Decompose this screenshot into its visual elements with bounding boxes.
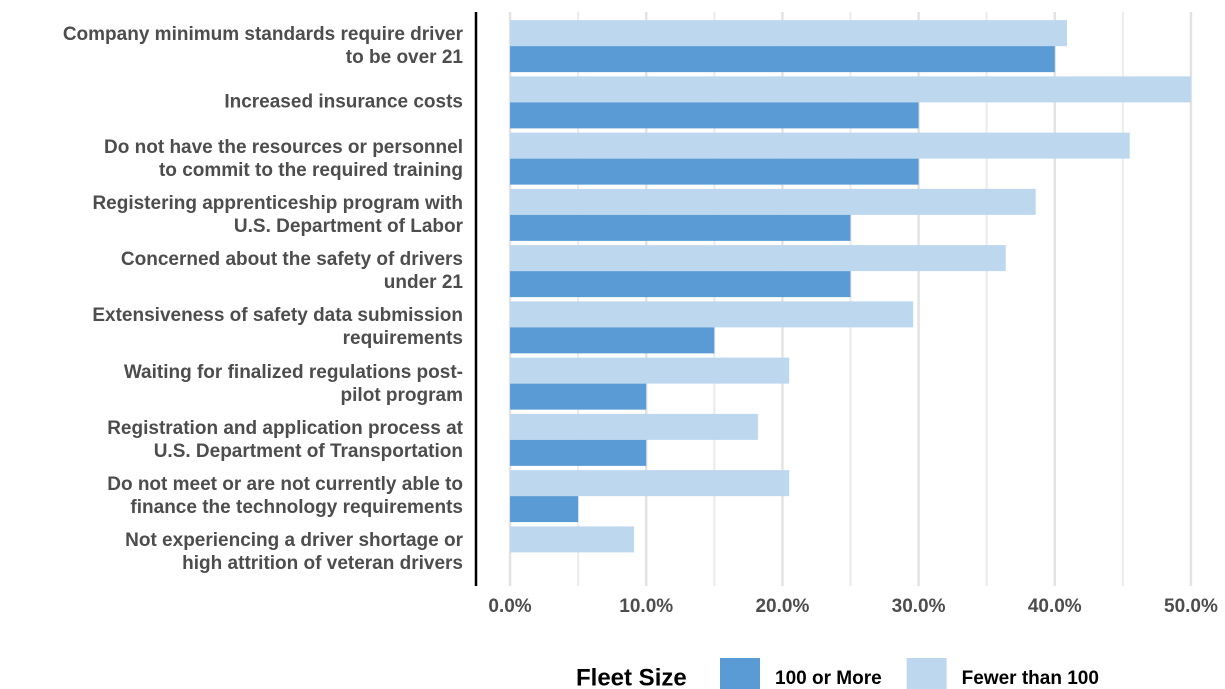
bar xyxy=(510,102,919,129)
x-tick-label: 50.0% xyxy=(1164,596,1218,617)
y-tick-label: Concerned about the safety of drivers un… xyxy=(120,249,463,294)
bar xyxy=(510,301,914,328)
legend-title: Fleet Size xyxy=(576,664,687,689)
y-tick-label: Waiting for finalized regulations post- … xyxy=(123,361,463,406)
y-tick-label: Not experiencing a driver shortage or hi… xyxy=(125,530,463,575)
x-tick-label: 30.0% xyxy=(892,596,946,617)
bar xyxy=(510,76,1191,103)
y-tick-label: Registering apprenticeship program with … xyxy=(92,192,463,237)
bar xyxy=(510,439,647,466)
legend-label: 100 or More xyxy=(775,668,882,689)
y-tick-label: Do not meet or are not currently able to… xyxy=(107,474,463,519)
bar xyxy=(510,357,790,384)
bar xyxy=(510,132,1130,159)
bar xyxy=(510,327,715,354)
bar xyxy=(510,383,647,410)
x-tick-label: 40.0% xyxy=(1028,596,1082,617)
bar xyxy=(510,20,1068,47)
y-tick-label: Increased insurance costs xyxy=(224,91,463,113)
y-tick-label: Extensiveness of safety data submission … xyxy=(92,305,463,350)
bar xyxy=(510,46,1055,73)
legend-label: Fewer than 100 xyxy=(962,668,1099,689)
bar xyxy=(510,470,790,497)
bar xyxy=(510,526,634,553)
bar xyxy=(510,271,851,298)
bar xyxy=(510,245,1006,272)
x-tick-label: 10.0% xyxy=(619,596,673,617)
y-tick-label: Do not have the resources or personnel t… xyxy=(104,136,463,181)
bar xyxy=(510,158,919,185)
bar xyxy=(510,188,1036,215)
y-tick-label: Registration and application process at … xyxy=(107,417,463,462)
x-tick-label: 20.0% xyxy=(755,596,809,617)
bar xyxy=(510,214,851,241)
x-tick-label: 0.0% xyxy=(488,596,531,617)
bar xyxy=(510,496,579,523)
bar xyxy=(510,413,758,440)
legend-swatch xyxy=(720,658,760,689)
y-tick-label: Company minimum standards require driver… xyxy=(62,24,463,69)
legend-swatch xyxy=(906,658,947,689)
